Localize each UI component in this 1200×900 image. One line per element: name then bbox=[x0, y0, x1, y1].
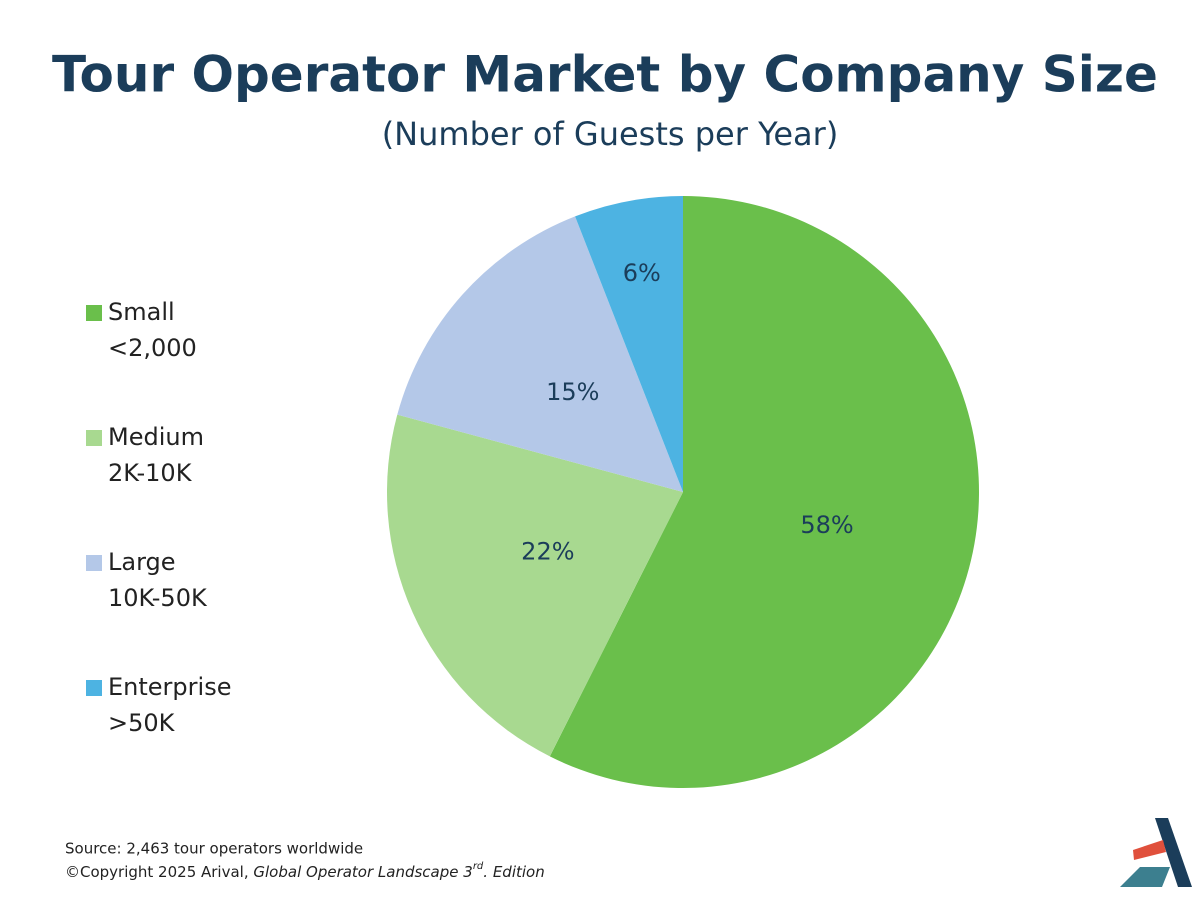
copyright-note: ©Copyright 2025 Arival, Global Operator … bbox=[65, 861, 545, 881]
chart-subtitle: (Number of Guests per Year) bbox=[382, 115, 839, 153]
pie-slice bbox=[397, 216, 683, 493]
legend-label: Enterprise bbox=[108, 673, 231, 701]
legend-swatch bbox=[86, 680, 102, 696]
logo-teal bbox=[1120, 867, 1170, 887]
legend-swatch bbox=[86, 305, 102, 321]
legend-label: Large bbox=[108, 548, 176, 576]
legend: Small <2,000 Medium 2K-10K Large 10K-50K Enter… bbox=[86, 298, 231, 737]
legend-range: >50K bbox=[108, 709, 176, 737]
legend-range: 10K-50K bbox=[108, 584, 208, 612]
pie-slice bbox=[575, 196, 683, 492]
pie-slice bbox=[386, 414, 683, 757]
source-note: Source: 2,463 tour operators worldwide bbox=[65, 840, 363, 858]
data-label: 58% bbox=[800, 511, 853, 539]
legend-swatch bbox=[86, 430, 102, 446]
copyright-text: ©Copyright 2025 Arival, bbox=[65, 863, 249, 881]
chart-title: Tour Operator Market by Company Size bbox=[52, 46, 1158, 104]
legend-label: Small bbox=[108, 298, 175, 326]
pie-slice bbox=[549, 196, 979, 788]
legend-range: 2K-10K bbox=[108, 459, 193, 487]
copyright-superscript: rd bbox=[473, 861, 484, 872]
pie: 58% 22% 15% 6% bbox=[386, 196, 979, 788]
legend-swatch bbox=[86, 555, 102, 571]
logo-stroke bbox=[1155, 818, 1192, 887]
data-label: 15% bbox=[546, 378, 599, 406]
legend-label: Medium bbox=[108, 423, 204, 451]
logo bbox=[1120, 818, 1192, 887]
data-label: 22% bbox=[521, 537, 574, 565]
legend-range: <2,000 bbox=[108, 334, 197, 362]
logo-red bbox=[1133, 840, 1166, 860]
copyright-suffix: . Edition bbox=[483, 863, 544, 881]
copyright-italic: Global Operator Landscape 3 bbox=[253, 863, 472, 881]
data-label: 6% bbox=[623, 259, 661, 287]
